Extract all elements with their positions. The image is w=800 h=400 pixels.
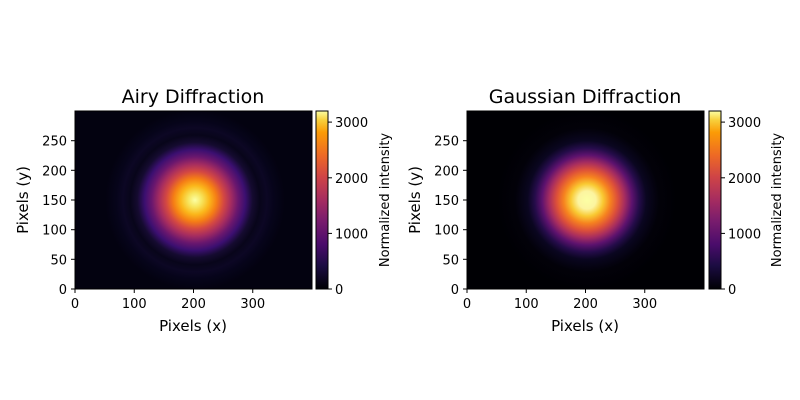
gaussian-colorbar-ticks: 0 1000 2000 3000 xyxy=(721,116,761,298)
gaussian-y-tick-label: 200 xyxy=(434,164,459,179)
airy-y-tick-label: 50 xyxy=(50,253,67,268)
airy-x-tick-label: 300 xyxy=(240,297,265,312)
airy-y-tick-label: 0 xyxy=(59,283,67,298)
gaussian-y-tick-label: 100 xyxy=(434,224,459,239)
gaussian-y-ticks: 0 50 100 150 200 250 xyxy=(434,135,467,298)
airy-y-tick-label: 250 xyxy=(42,135,67,150)
gaussian-y-tick-label: 150 xyxy=(434,194,459,209)
airy-x-tick-label: 100 xyxy=(122,297,147,312)
gaussian-x-ticks: 0 100 200 300 xyxy=(463,289,657,312)
gaussian-x-tick-label: 100 xyxy=(514,297,539,312)
airy-y-tick-label: 200 xyxy=(42,164,67,179)
gaussian-y-tick-label: 50 xyxy=(442,253,459,268)
gaussian-title: Gaussian Diffraction xyxy=(489,86,682,108)
gaussian-y-axis-label: Pixels (y) xyxy=(406,166,424,234)
airy-heatmap xyxy=(75,111,312,289)
airy-y-axis-label: Pixels (y) xyxy=(14,166,32,234)
airy-colorbar-tick-label: 1000 xyxy=(335,227,368,242)
airy-colorbar-label: Normalized intensity xyxy=(378,133,393,268)
airy-colorbar xyxy=(315,110,329,290)
gaussian-y-tick-label: 0 xyxy=(451,283,459,298)
airy-x-tick-label: 200 xyxy=(181,297,206,312)
gaussian-colorbar xyxy=(708,110,722,290)
gaussian-colorbar-tick-label: 1000 xyxy=(728,227,761,242)
gaussian-panel: Gaussian Diffraction 0 100 200 300 0 50 … xyxy=(406,86,785,335)
airy-colorbar-ticks: 0 1000 2000 3000 xyxy=(328,116,368,298)
airy-colorbar-tick-label: 0 xyxy=(335,283,343,298)
airy-y-tick-label: 100 xyxy=(42,224,67,239)
gaussian-heatmap xyxy=(467,111,704,289)
gaussian-x-axis-label: Pixels (x) xyxy=(551,317,619,335)
airy-y-tick-label: 150 xyxy=(42,194,67,209)
gaussian-colorbar-tick-label: 2000 xyxy=(728,172,761,187)
gaussian-y-tick-label: 250 xyxy=(434,135,459,150)
airy-panel: Airy Diffraction 0 100 200 300 0 50 100 … xyxy=(14,86,393,335)
airy-x-ticks: 0 100 200 300 xyxy=(71,289,265,312)
airy-colorbar-tick-label: 3000 xyxy=(335,116,368,131)
airy-x-tick-label: 0 xyxy=(71,297,79,312)
airy-x-axis-label: Pixels (x) xyxy=(159,317,227,335)
gaussian-x-tick-label: 200 xyxy=(573,297,598,312)
airy-title: Airy Diffraction xyxy=(122,86,265,108)
gaussian-colorbar-label: Normalized intensity xyxy=(770,133,785,268)
airy-y-ticks: 0 50 100 150 200 250 xyxy=(42,135,75,298)
gaussian-colorbar-tick-label: 3000 xyxy=(728,116,761,131)
airy-colorbar-tick-label: 2000 xyxy=(335,172,368,187)
gaussian-x-tick-label: 0 xyxy=(463,297,471,312)
gaussian-x-tick-label: 300 xyxy=(632,297,657,312)
gaussian-colorbar-tick-label: 0 xyxy=(728,283,736,298)
